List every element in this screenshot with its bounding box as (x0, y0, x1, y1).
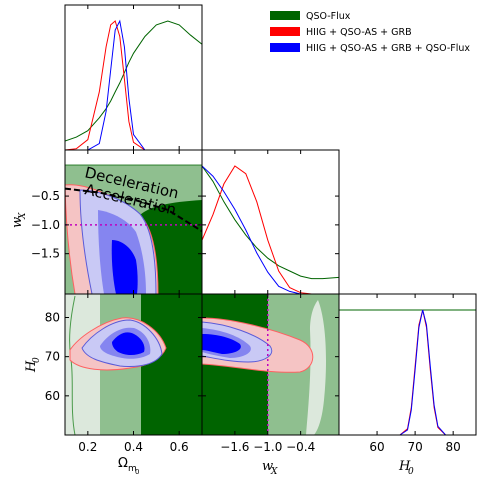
wx-marginal-frame (201, 149, 340, 295)
legend-entry-combined: HIIG + QSO-AS + GRB + QSO-Flux (270, 43, 470, 54)
ytick-label-wx-2: −0.5 (31, 189, 60, 203)
axis-label-wx-left-sub: X (18, 212, 28, 220)
tick-layer: 0.2 0.4 0.6 −1.6 −1.0 −0.4 60 70 80 −1.5 −1.0 −0.5 6… (31, 5, 461, 454)
om-marginal-combined (65, 19, 202, 150)
legend-label-hiig: HIIG + QSO-AS + GRB (306, 27, 412, 38)
h0-marginal-frame (338, 293, 477, 436)
xtick-label-wx-2: −0.4 (286, 440, 315, 454)
wx-marginal-qso-flux (202, 165, 339, 280)
axis-label-wx-left-symbol: w (10, 217, 25, 228)
ytick-label-h0-0: 60 (45, 389, 60, 403)
legend-entry-qso-flux: QSO-Flux (270, 11, 351, 22)
legend-swatch-hiig (270, 27, 300, 36)
ytick-label-h0-1: 70 (45, 350, 60, 364)
axis-label-wx-symbol: w (262, 459, 273, 474)
legend-swatch-combined (270, 43, 300, 52)
h0-om-qso-flux-1sigma (141, 294, 202, 435)
ytick-label-wx-1: −1.0 (31, 218, 60, 232)
wx-om-combined-1sigma-inner (111, 240, 138, 294)
panel-h0-vs-wx (201, 293, 340, 436)
legend-swatch-qso-flux (270, 11, 300, 20)
h0-marginal-combined (339, 309, 476, 435)
om-marginal-hiig (65, 20, 202, 150)
panel-wx-marginal (201, 149, 340, 295)
ytick-label-h0-2: 80 (45, 311, 60, 325)
h0-wx-combined-1sigma-inner (202, 334, 241, 354)
legend-label-combined: HIIG + QSO-AS + GRB + QSO-Flux (306, 43, 470, 54)
panel-h0-vs-om (64, 293, 203, 436)
axis-label-h0-left-symbol: H (24, 360, 39, 373)
axis-label-h0-left: H 0 (24, 357, 42, 373)
ytick-label-wx-0: −1.5 (31, 247, 60, 261)
xtick-label-h0-0: 60 (369, 440, 384, 454)
legend-label-qso-flux: QSO-Flux (306, 11, 351, 22)
panel-wx-vs-om: Deceleration Acceleration (64, 149, 203, 295)
deceleration-boundary (65, 187, 202, 233)
xtick-label-wx-0: −1.6 (220, 440, 249, 454)
panel-h0-marginal (338, 293, 477, 436)
om-marginal-qso-flux (65, 20, 202, 142)
xtick-label-om-0: 0.2 (78, 440, 97, 454)
axis-label-h0-left-sub: 0 (32, 357, 42, 363)
axis-label-h0-symbol: H (398, 459, 411, 474)
wx-marginal-combined (202, 165, 339, 294)
xtick-label-h0-2: 80 (446, 440, 461, 454)
xtick-label-h0-1: 70 (407, 440, 422, 454)
h0-om-combined-1sigma-inner (112, 332, 145, 355)
legend: QSO-Flux HIIG + QSO-AS + GRB HIIG + QSO-… (270, 11, 470, 54)
axis-label-om-sub: m (128, 464, 137, 474)
axis-label-wx-sub: X (270, 467, 278, 477)
axis-label-om-symbol: Ω (118, 456, 128, 471)
axis-label-om-sub2: 0 (135, 468, 139, 476)
panel-om-marginal (64, 4, 203, 151)
h0-marginal-hiig (339, 309, 476, 435)
legend-entry-hiig: HIIG + QSO-AS + GRB (270, 27, 412, 38)
wx-marginal-hiig (202, 165, 339, 294)
xtick-label-om-1: 0.4 (124, 440, 143, 454)
axis-label-h0-sub: 0 (408, 467, 414, 477)
axis-label-wx-left: w X (10, 212, 28, 228)
h0-wx-qso-flux-light (306, 300, 326, 435)
axis-label-wx-bottom: w X (262, 459, 278, 477)
axis-label-om-bottom: Ω m 0 (118, 456, 139, 476)
xtick-label-om-2: 0.6 (170, 440, 189, 454)
xtick-label-wx-1: −1.0 (253, 440, 282, 454)
axis-label-h0-bottom: H 0 (398, 459, 414, 477)
